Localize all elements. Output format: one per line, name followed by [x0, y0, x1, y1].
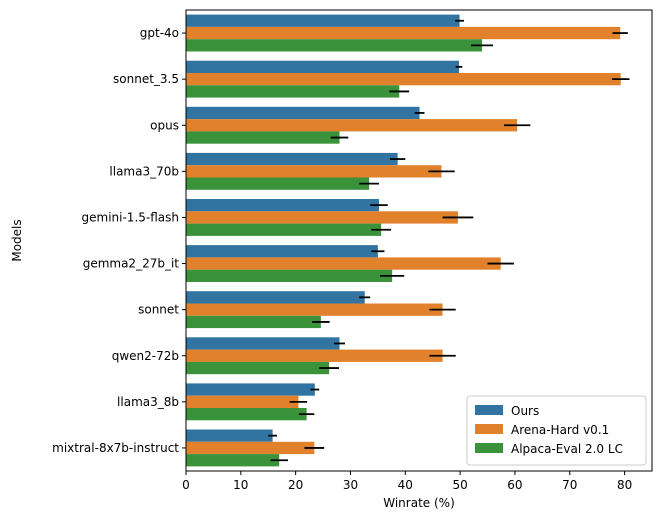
bar-opus-alpaca-eval-2-0-lc [186, 131, 340, 144]
x-tick-label: 0 [182, 478, 190, 492]
bar-sonnet-arena-hard-v0-1 [186, 303, 443, 316]
y-tick-label-sonnet_3.5: sonnet_3.5 [113, 72, 179, 86]
bar-gemini-1.5-flash-ours [186, 199, 379, 212]
error-bars-layer [268, 19, 630, 462]
bar-gemini-1.5-flash-alpaca-eval-2-0-lc [186, 223, 382, 236]
y-tick-label-qwen2-72b: qwen2-72b [112, 349, 179, 363]
bars-layer [186, 14, 621, 467]
bar-qwen2-72b-ours [186, 337, 340, 350]
bar-gpt-4o-alpaca-eval-2-0-lc [186, 39, 483, 52]
legend-label-ours: Ours [511, 404, 539, 418]
y-tick-label-gemini-1.5-flash: gemini-1.5-flash [82, 210, 179, 224]
legend-swatch-arena-hard-v0-1 [475, 424, 503, 434]
bar-llama3_8b-alpaca-eval-2-0-lc [186, 407, 307, 421]
bar-sonnet_3.5-ours [186, 60, 460, 74]
bar-gemini-1.5-flash-arena-hard-v0-1 [186, 211, 458, 224]
bar-gemma2_27b_it-arena-hard-v0-1 [186, 257, 501, 270]
bar-qwen2-72b-alpaca-eval-2-0-lc [186, 361, 330, 375]
x-tick-label: 30 [343, 478, 358, 492]
x-axis-label: Winrate (%) [383, 496, 455, 510]
plot-frame [185, 9, 653, 472]
bar-gemma2_27b_it-ours [186, 245, 378, 258]
bar-mixtral-8x7b-instruct-ours [186, 429, 273, 442]
x-tick-label: 60 [507, 478, 522, 492]
bar-sonnet-ours [186, 291, 365, 304]
bar-mixtral-8x7b-instruct-alpaca-eval-2-0-lc [186, 454, 280, 467]
y-tick-label-mixtral-8x7b-instruct: mixtral-8x7b-instruct [52, 441, 179, 455]
bar-gpt-4o-ours [186, 14, 460, 27]
x-tick-label: 10 [233, 478, 248, 492]
legend-frame [466, 395, 647, 466]
y-axis-label: Models [10, 219, 24, 261]
bar-opus-arena-hard-v0-1 [186, 119, 518, 132]
bar-sonnet_3.5-arena-hard-v0-1 [186, 73, 621, 86]
bar-llama3_70b-alpaca-eval-2-0-lc [186, 177, 370, 190]
x-tick-label: 50 [452, 478, 467, 492]
bar-llama3_8b-ours [186, 383, 315, 396]
y-tick-label-llama3_70b: llama3_70b [109, 164, 179, 178]
y-tick-label-gpt-4o: gpt-4o [140, 26, 179, 40]
y-tick-label-sonnet: sonnet [138, 303, 179, 317]
bar-opus-ours [186, 106, 420, 120]
x-tick-label: 70 [562, 478, 577, 492]
legend-swatch-ours [475, 405, 503, 415]
bar-sonnet_3.5-alpaca-eval-2-0-lc [186, 85, 400, 98]
bar-gpt-4o-arena-hard-v0-1 [186, 26, 621, 40]
x-tick-label: 20 [288, 478, 303, 492]
bar-qwen2-72b-arena-hard-v0-1 [186, 349, 443, 362]
x-axis-ticks: 0 10 20 30 40 50 60 70 80 [182, 471, 632, 492]
bar-sonnet-alpaca-eval-2-0-lc [186, 315, 321, 329]
y-tick-label-opus: opus [150, 118, 179, 132]
legend-label-arena-hard-v0-1: Arena-Hard v0.1 [511, 423, 609, 437]
bar-llama3_70b-ours [186, 152, 398, 166]
bar-llama3_70b-arena-hard-v0-1 [186, 165, 442, 178]
legend-label-alpaca-eval-2-0-lc: Alpaca-Eval 2.0 LC [511, 442, 623, 456]
x-tick-label: 80 [617, 478, 632, 492]
bar-gemma2_27b_it-alpaca-eval-2-0-lc [186, 269, 393, 282]
legend-swatch-alpaca-eval-2-0-lc [475, 443, 503, 453]
y-tick-label-llama3_8b: llama3_8b [117, 395, 179, 409]
x-tick-label: 40 [398, 478, 413, 492]
bar-mixtral-8x7b-instruct-arena-hard-v0-1 [186, 441, 315, 455]
legend: Ours Arena-Hard v0.1 Alpaca-Eval 2.0 LC [466, 395, 647, 466]
bar-llama3_8b-arena-hard-v0-1 [186, 395, 299, 408]
y-tick-label-gemma2_27b_it: gemma2_27b_it [83, 257, 180, 271]
